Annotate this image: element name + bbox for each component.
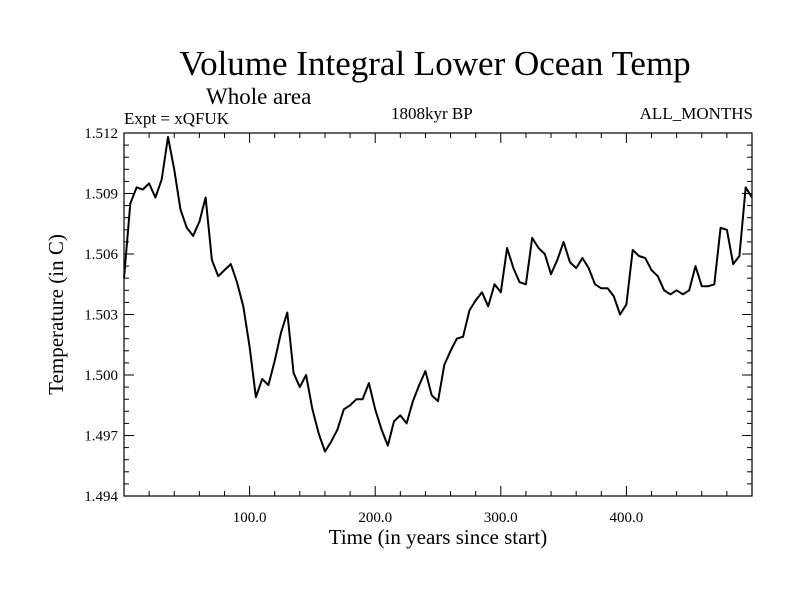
plot-frame (123, 132, 753, 497)
y-tick-label: 1.497 (84, 429, 118, 445)
period-label: 1808kyr BP (391, 104, 473, 123)
x-tick-label: 100.0 (233, 510, 267, 526)
y-tick-label: 1.494 (84, 489, 118, 505)
ticks-layer (124, 133, 752, 496)
y-tick-label: 1.506 (84, 247, 118, 263)
y-tick-label: 1.500 (84, 368, 118, 384)
experiment-label: Expt = xQFUK (124, 109, 229, 128)
x-tick-label: 300.0 (484, 510, 518, 526)
temperature-series-line (123, 136, 753, 453)
months-label: ALL_MONTHS (639, 104, 753, 123)
labels-layer: 100.0 200.0 300.0 400.0 1.494 1.497 1.500 1.503… (84, 126, 643, 526)
y-tick-label: 1.509 (84, 187, 118, 203)
y-axis-label: Temperature (in C) (44, 234, 68, 395)
y-tick-label: 1.503 (84, 308, 118, 324)
y-tick-label: 1.512 (84, 126, 118, 142)
x-axis-label: Time (in years since start) (329, 525, 548, 549)
x-tick-label: 400.0 (610, 510, 644, 526)
x-tick-label: 200.0 (358, 510, 392, 526)
chart-subtitle: Whole area (206, 84, 312, 109)
chart-title: Volume Integral Lower Ocean Temp (179, 44, 691, 83)
